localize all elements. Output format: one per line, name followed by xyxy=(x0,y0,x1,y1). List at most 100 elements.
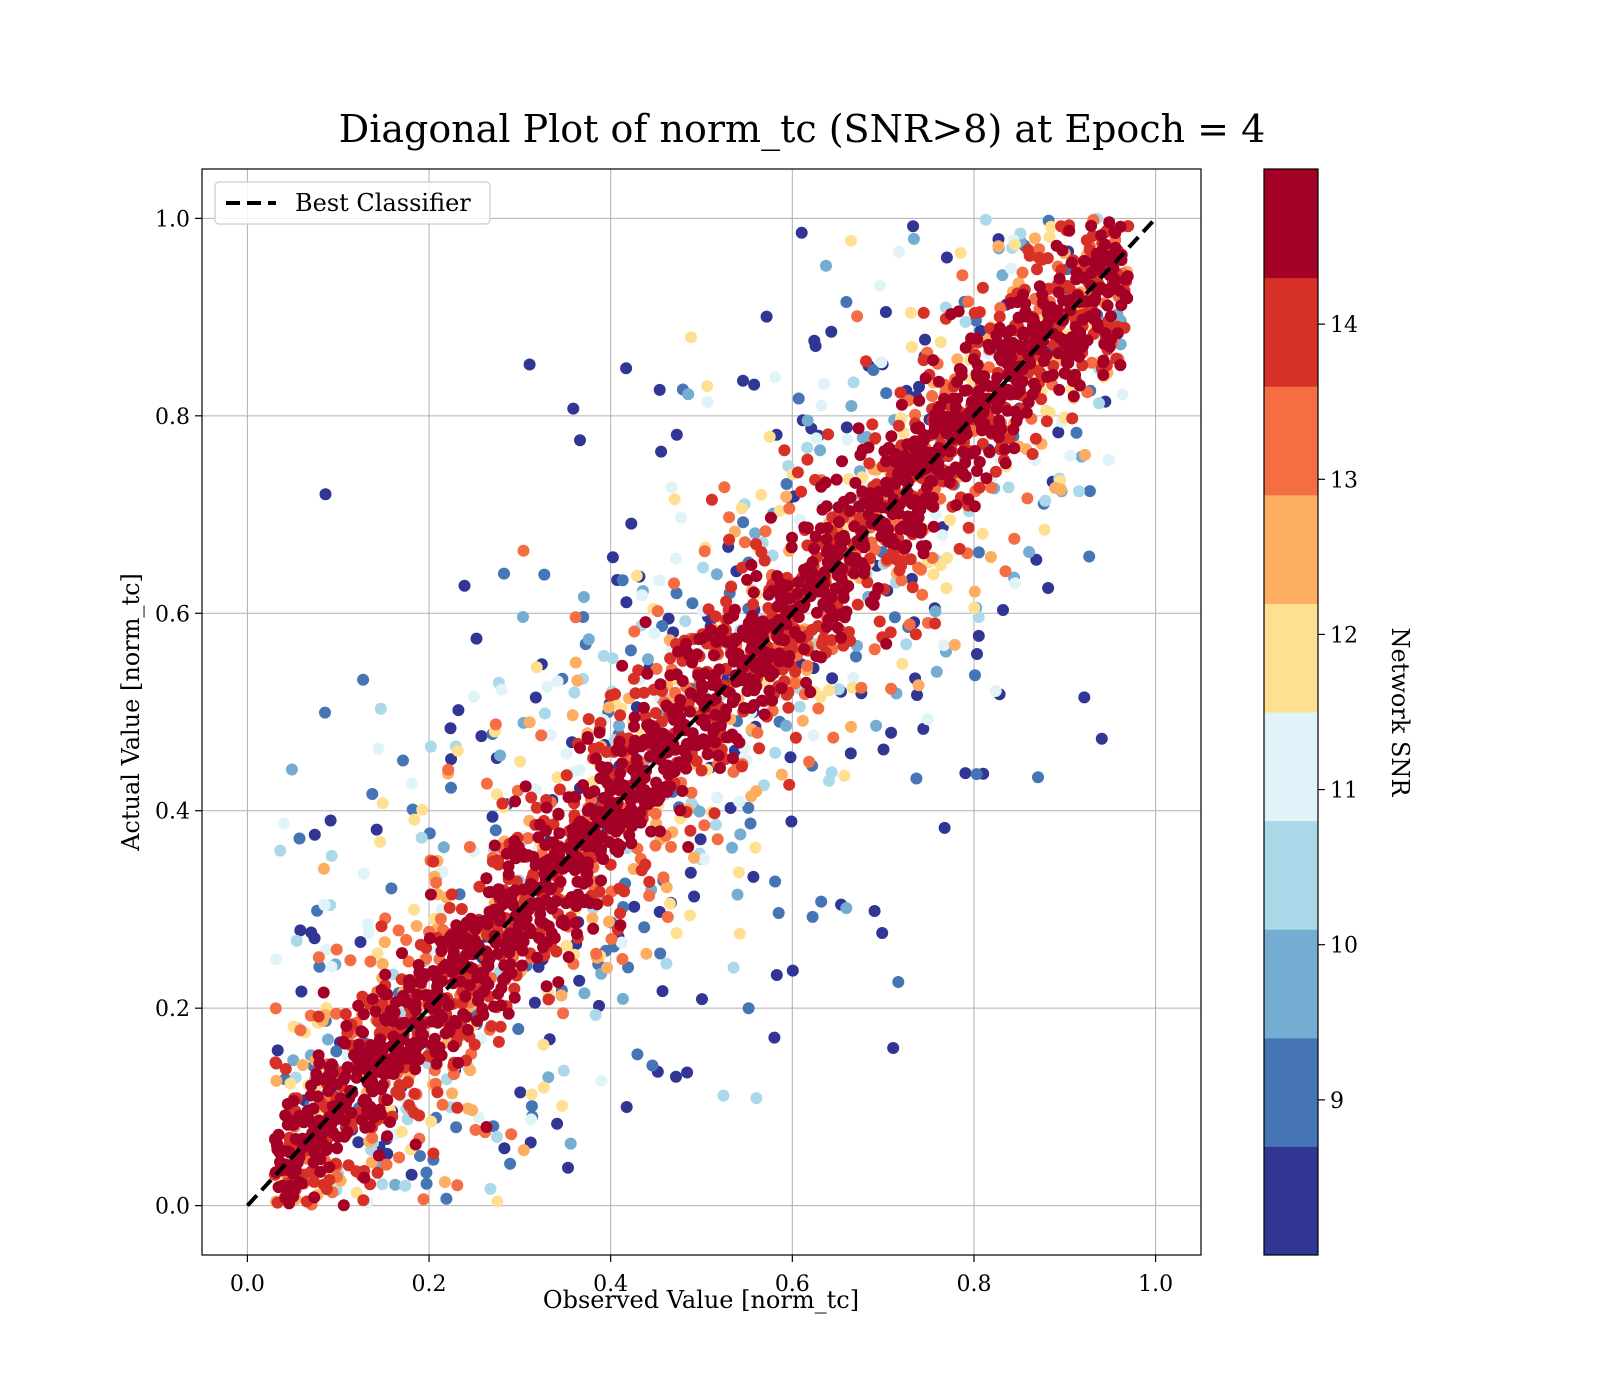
scatter-point xyxy=(854,449,867,461)
scatter-point xyxy=(270,1074,283,1087)
scatter-point xyxy=(628,711,641,724)
scatter-point xyxy=(505,1128,518,1141)
scatter-point xyxy=(734,828,747,841)
scatter-point xyxy=(873,485,885,498)
scatter-point xyxy=(1064,449,1077,462)
scatter-point xyxy=(985,481,998,494)
scatter-point xyxy=(616,992,629,1005)
scatter-point xyxy=(478,914,491,927)
scatter-point xyxy=(895,574,908,587)
scatter-point xyxy=(764,511,777,524)
scatter-point xyxy=(586,912,599,925)
scatter-point xyxy=(1066,412,1079,425)
scatter-point xyxy=(726,841,738,854)
scatter-point xyxy=(827,731,840,744)
scatter-point xyxy=(1029,326,1042,339)
scatter-point xyxy=(656,620,669,632)
scatter-point xyxy=(1108,225,1121,238)
scatter-point xyxy=(1065,256,1078,269)
scatter-point xyxy=(732,866,745,879)
scatter-point xyxy=(525,1088,538,1101)
scatter-point xyxy=(654,825,666,838)
scatter-point xyxy=(852,422,865,435)
scatter-point xyxy=(1099,327,1112,340)
scatter-point xyxy=(848,520,861,533)
scatter-point xyxy=(662,768,675,781)
scatter-point xyxy=(746,609,759,622)
scatter-point xyxy=(750,538,762,551)
scatter-point xyxy=(362,927,375,940)
scatter-point xyxy=(454,975,467,988)
scatter-point xyxy=(1098,338,1111,350)
scatter-point xyxy=(1056,244,1069,257)
scatter-point xyxy=(317,862,330,875)
scatter-point xyxy=(444,722,457,735)
scatter-point xyxy=(917,428,930,441)
scatter-point xyxy=(723,686,736,699)
scatter-point xyxy=(849,476,862,489)
scatter-point xyxy=(430,971,443,984)
scatter-point xyxy=(747,598,760,611)
scatter-point xyxy=(705,624,718,636)
scatter-point xyxy=(653,383,666,396)
scatter-point xyxy=(775,768,788,781)
scatter-point xyxy=(331,1142,344,1155)
scatter-point xyxy=(708,807,721,820)
scatter-point xyxy=(589,1009,602,1021)
scatter-point xyxy=(284,1114,297,1127)
scatter-point xyxy=(594,717,607,729)
scatter-point xyxy=(844,747,857,760)
scatter-point xyxy=(870,719,883,732)
scatter-point xyxy=(758,708,771,721)
scatter-point xyxy=(840,902,853,915)
scatter-point xyxy=(909,628,922,641)
scatter-point xyxy=(1012,311,1025,324)
scatter-point xyxy=(551,1117,564,1130)
scatter-point xyxy=(424,740,437,753)
scatter-point xyxy=(447,946,460,959)
scatter-point xyxy=(908,435,921,448)
scatter-point xyxy=(1029,232,1041,245)
scatter-point xyxy=(944,514,956,527)
scatter-point xyxy=(706,670,719,683)
scatter-point xyxy=(473,880,486,893)
scatter-point xyxy=(361,918,374,931)
scatter-point xyxy=(951,353,964,366)
scatter-point xyxy=(284,1077,297,1090)
scatter-point xyxy=(1078,254,1091,267)
scatter-point xyxy=(763,430,776,443)
scatter-point xyxy=(594,846,607,859)
scatter-point xyxy=(381,1058,393,1071)
scatter-point xyxy=(319,706,331,719)
scatter-point xyxy=(817,377,830,390)
scatter-point xyxy=(697,733,710,746)
scatter-point xyxy=(834,566,847,579)
scatter-point xyxy=(654,678,667,691)
scatter-point xyxy=(544,728,557,741)
scatter-point xyxy=(530,661,543,674)
scatter-point xyxy=(892,466,905,479)
scatter-point xyxy=(317,986,330,999)
scatter-point xyxy=(1054,483,1067,496)
scatter-point xyxy=(969,445,982,457)
scatter-point xyxy=(896,657,909,670)
scatter-point xyxy=(495,683,508,696)
scatter-point xyxy=(361,1104,374,1117)
scatter-point xyxy=(640,947,653,960)
scatter-point xyxy=(819,476,832,489)
scatter-point xyxy=(747,586,760,599)
scatter-point xyxy=(690,755,703,767)
scatter-point xyxy=(822,613,835,626)
scatter-point xyxy=(1076,271,1089,284)
scatter-point xyxy=(601,961,614,974)
scatter-point xyxy=(1070,426,1083,439)
scatter-point xyxy=(505,893,518,905)
scatter-point xyxy=(294,924,307,937)
scatter-point xyxy=(1061,279,1074,292)
scatter-point xyxy=(910,772,923,785)
scatter-point xyxy=(645,825,658,838)
scatter-point xyxy=(271,1044,284,1057)
scatter-point xyxy=(868,543,881,556)
scatter-point xyxy=(962,295,975,308)
scatter-point xyxy=(374,835,387,848)
